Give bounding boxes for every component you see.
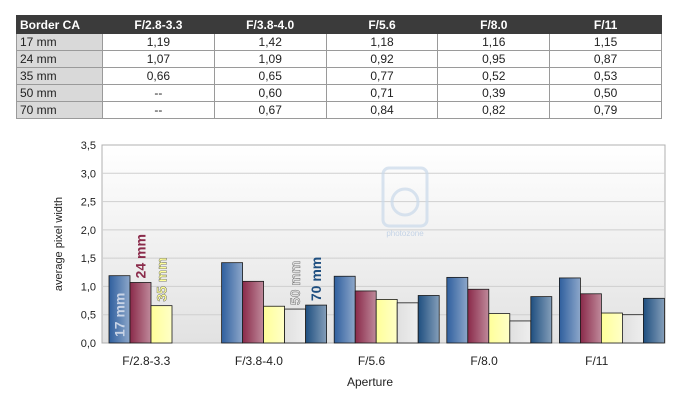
table-cell: 0,52: [437, 67, 551, 85]
table-cell: 0,82: [437, 101, 551, 119]
bar: [305, 304, 328, 344]
table-cell: 0,66: [102, 67, 215, 85]
bar: [263, 305, 286, 344]
table-cell: 0,71: [325, 84, 439, 102]
table-row: 35 mm 0,66 0,65 0,77 0,52 0,53: [16, 67, 662, 85]
y-tick-label: 2,0: [81, 225, 96, 237]
table-cell: 0,53: [549, 67, 662, 85]
header-cell: F/5.6: [325, 15, 439, 34]
series-labels: 17 mm 24 mm 35 mm 50 mm 70 mm: [112, 234, 325, 337]
table-cell: 0,67: [213, 101, 327, 119]
bar: [509, 320, 532, 344]
bar: [622, 314, 644, 344]
series-label: 50 mm: [287, 261, 303, 305]
watermark: photozone: [381, 166, 429, 238]
bar: [488, 313, 511, 344]
row-label: 70 mm: [16, 101, 103, 119]
x-tick-label: F/11: [585, 354, 608, 368]
series-label: 35 mm: [154, 257, 170, 301]
x-tick-label: F/5.6: [358, 354, 386, 368]
x-tick-label: F/8.0: [470, 354, 498, 368]
table-cell: 1,15: [549, 33, 662, 51]
table-cell: 0,65: [213, 67, 327, 85]
watermark-text: photozone: [386, 229, 424, 238]
table-cell: 0,95: [437, 50, 551, 68]
data-table-container: Border CA F/2.8-3.3 F/3.8-4.0 F/5.6 F/8.…: [16, 15, 662, 119]
series-label: 24 mm: [133, 234, 149, 278]
table-cell: 1,18: [325, 33, 439, 51]
row-label: 24 mm: [16, 50, 103, 68]
table-header-row: Border CA F/2.8-3.3 F/3.8-4.0 F/5.6 F/8.…: [16, 15, 662, 34]
bar: [354, 290, 377, 344]
table-cell: 0,50: [549, 84, 662, 102]
bars: [108, 262, 665, 344]
bar: [530, 296, 553, 344]
x-tick-label: F/2.8-3.3: [122, 354, 170, 368]
y-tick-label: 3,5: [81, 140, 96, 152]
bar: [559, 277, 581, 344]
table-cell: 1,16: [437, 33, 551, 51]
bar: [446, 276, 469, 344]
y-tick-label: 3,0: [81, 168, 96, 180]
x-tick-labels: F/2.8-3.3 F/3.8-4.0 F/5.6 F/8.0 F/11: [122, 354, 608, 368]
row-label: 17 mm: [16, 33, 103, 51]
x-tick-label: F/3.8-4.0: [235, 354, 283, 368]
watermark-logo-circle: [390, 187, 420, 217]
table-cell: --: [102, 101, 215, 119]
x-axis-label: Aperture: [347, 375, 393, 389]
y-tick-label: 2,5: [81, 197, 96, 209]
row-label: 35 mm: [16, 67, 103, 85]
border-ca-table: Border CA F/2.8-3.3 F/3.8-4.0 F/5.6 F/8.…: [16, 15, 662, 119]
header-cell: F/3.8-4.0: [213, 15, 327, 34]
series-label: 70 mm: [308, 257, 324, 301]
bar: [129, 282, 152, 344]
header-cell: F/11: [549, 15, 662, 34]
table-cell: 0,87: [549, 50, 662, 68]
table-cell: 0,77: [325, 67, 439, 85]
bar: [150, 305, 173, 344]
y-tick-labels: 0,0 0,5 1,0 1,5 2,0 2,5 3,0 3,5: [81, 140, 96, 350]
table-cell: --: [102, 84, 215, 102]
bar: [396, 302, 419, 344]
table-cell: 0,60: [213, 84, 327, 102]
bar: [242, 280, 265, 344]
header-cell: Border CA: [16, 15, 103, 34]
table-cell: 0,79: [549, 101, 662, 119]
table-cell: 1,07: [102, 50, 215, 68]
table-cell: 1,09: [213, 50, 327, 68]
bar: [643, 297, 665, 344]
table-row: 70 mm -- 0,67 0,84 0,82 0,79: [16, 101, 662, 119]
bar: [580, 293, 602, 344]
bar: [284, 308, 307, 344]
table-row: 50 mm -- 0,60 0,71 0,39 0,50: [16, 84, 662, 102]
table-row: 17 mm 1,19 1,42 1,18 1,16 1,15: [16, 33, 662, 51]
header-cell: F/8.0: [437, 15, 551, 34]
y-tick-label: 1,0: [81, 281, 96, 293]
bar: [375, 299, 398, 344]
bar: [601, 312, 623, 344]
y-tick-label: 0,0: [81, 338, 96, 350]
table-cell: 1,19: [102, 33, 215, 51]
table-cell: 1,42: [213, 33, 327, 51]
bar: [417, 295, 440, 344]
table-cell: 0,39: [437, 84, 551, 102]
table-row: 24 mm 1,07 1,09 0,92 0,95 0,87: [16, 50, 662, 68]
header-cell: F/2.8-3.3: [102, 15, 215, 34]
table-cell: 0,92: [325, 50, 439, 68]
row-label: 50 mm: [16, 84, 103, 102]
watermark-logo-shape: [381, 166, 429, 228]
series-label: 17 mm: [112, 293, 128, 337]
bar: [333, 275, 356, 344]
y-tick-label: 0,5: [81, 310, 96, 322]
y-axis-label: average pixel width: [53, 197, 65, 291]
table-cell: 0,84: [325, 101, 439, 119]
y-tick-label: 1,5: [81, 253, 96, 265]
bar: [221, 262, 244, 344]
bar: [467, 288, 490, 344]
